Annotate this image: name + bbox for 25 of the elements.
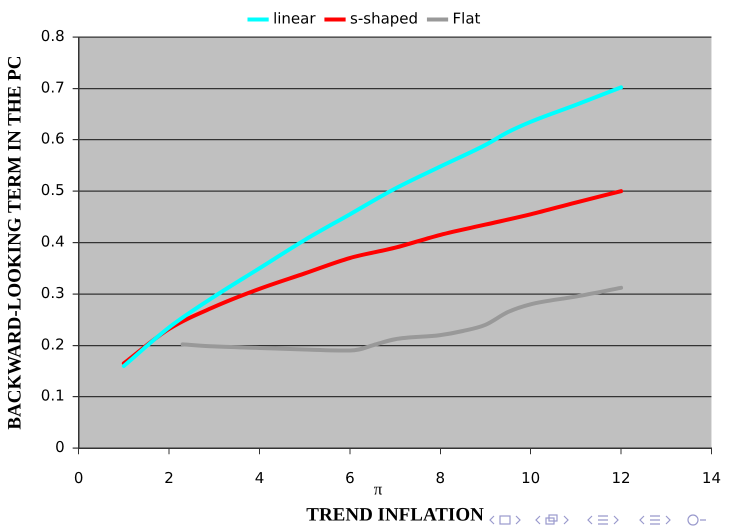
- y-tick-label: 0.8: [40, 26, 65, 45]
- y-tick-label: 0.4: [40, 232, 65, 250]
- text: π: [374, 480, 383, 499]
- y-tick-label: 0: [55, 438, 65, 456]
- y-tick-label: 0.6: [40, 130, 65, 148]
- y-axis-title: BACKWARD-LOOKING TERM IN THE PC: [4, 56, 26, 430]
- legend-label: Flat: [452, 9, 481, 28]
- x-tick-label: 6: [345, 469, 355, 488]
- x-tick-label: 12: [612, 469, 631, 488]
- y-tick-label: 0.7: [40, 78, 65, 96]
- legend-label: s-shaped: [350, 9, 418, 28]
- x-tick-label: 8: [435, 469, 446, 488]
- y-tick-label: 0.2: [40, 335, 65, 354]
- x-tick-label: 14: [702, 469, 722, 488]
- x-tick-label: 10: [521, 469, 540, 488]
- legend-label: linear: [273, 9, 316, 28]
- x-tick-label: 0: [74, 469, 84, 488]
- y-tick-label: 0.1: [40, 386, 65, 405]
- y-tick-label: 0.5: [40, 181, 65, 200]
- line-series: [180, 286, 624, 353]
- x-axis-title: TREND INFLATION: [306, 504, 484, 526]
- x-tick-label: 2: [164, 469, 174, 488]
- x-tick-label: 4: [254, 469, 264, 488]
- line-series: [122, 85, 624, 368]
- y-tick-label: 0.3: [40, 284, 65, 302]
